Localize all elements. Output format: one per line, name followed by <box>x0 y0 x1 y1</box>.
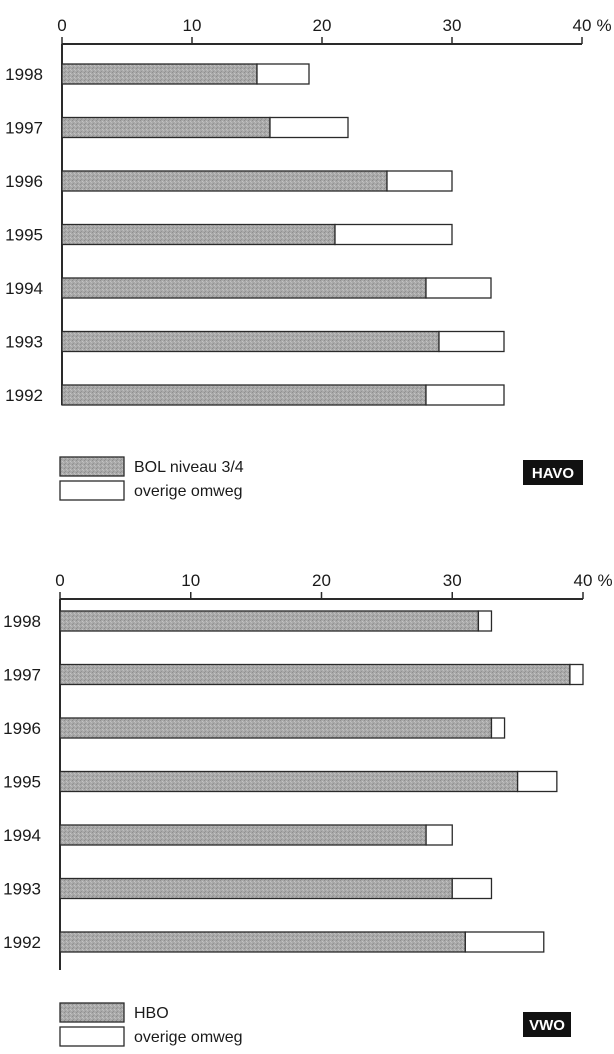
bar-primary <box>61 170 388 192</box>
bar-other <box>269 116 349 139</box>
bar-other <box>386 170 453 192</box>
bar-other <box>569 663 584 686</box>
badge-background <box>523 1012 571 1037</box>
category-label: 1994 <box>3 826 41 845</box>
bar-other <box>425 384 505 406</box>
legend-swatch <box>59 1026 125 1047</box>
category-label: 1992 <box>5 386 43 405</box>
bar-primary <box>61 330 440 353</box>
bar-other <box>334 223 453 246</box>
x-tick-label: 20 <box>313 16 332 35</box>
bar-primary <box>61 223 336 246</box>
bar-primary <box>59 663 571 686</box>
x-tick-label: 20 <box>312 571 331 590</box>
bar-other <box>438 330 505 353</box>
badge-background <box>523 460 583 485</box>
category-label: 1993 <box>5 333 43 352</box>
category-label: 1995 <box>5 226 43 245</box>
x-tick-label: 40 <box>573 16 592 35</box>
x-tick-label: 30 <box>443 16 462 35</box>
bar-primary <box>59 931 466 953</box>
x-tick-label: 40 <box>574 571 593 590</box>
bar-other <box>490 717 506 739</box>
bar-primary <box>61 277 427 299</box>
x-tick-label: 10 <box>181 571 200 590</box>
vwo-chart: 0 10 20 30 40 % 1998 1997 1996 1995 1994 1993 1992 HB… <box>3 571 613 1047</box>
category-label: 1997 <box>3 666 41 685</box>
bar-primary <box>59 717 493 739</box>
category-label: 1997 <box>5 119 43 138</box>
bar-other <box>256 63 310 85</box>
bar-other <box>451 877 493 900</box>
unit-label: % <box>597 571 612 590</box>
x-tick-label: 10 <box>183 16 202 35</box>
category-label: 1996 <box>3 719 41 738</box>
x-tick-label: 0 <box>57 16 66 35</box>
unit-label: % <box>596 16 611 35</box>
category-label: 1994 <box>5 279 43 298</box>
bar-primary <box>61 116 271 139</box>
category-label: 1995 <box>3 773 41 792</box>
legend-label: overige omweg <box>134 483 243 500</box>
legend-label: HBO <box>134 1005 169 1022</box>
category-label: 1992 <box>3 933 41 952</box>
category-label: 1998 <box>5 65 43 84</box>
bar-primary <box>59 877 453 900</box>
havo-chart: 0 10 20 30 40 % 1998 1997 1996 1995 1994 1993 1992 BO… <box>5 16 612 501</box>
legend-swatch <box>59 480 125 501</box>
category-label: 1996 <box>5 172 43 191</box>
bar-other <box>477 610 493 632</box>
category-label: 1993 <box>3 880 41 899</box>
badge-label: HAVO <box>532 465 575 482</box>
bar-primary <box>59 770 519 793</box>
bar-primary <box>59 824 427 846</box>
bar-other <box>425 277 492 299</box>
legend-swatch <box>59 1002 125 1023</box>
bar-other <box>516 770 558 793</box>
bar-primary <box>61 63 258 85</box>
legend-swatch <box>59 456 125 477</box>
bar-primary <box>59 610 480 632</box>
legend-label: overige omweg <box>134 1029 243 1046</box>
category-label: 1998 <box>3 612 41 631</box>
legend-label: BOL niveau 3/4 <box>134 459 244 476</box>
bar-primary <box>61 384 427 406</box>
x-tick-label: 0 <box>55 571 64 590</box>
x-tick-label: 30 <box>443 571 462 590</box>
bar-other <box>464 931 545 953</box>
bar-other <box>425 824 453 846</box>
badge-label: VWO <box>529 1017 565 1034</box>
